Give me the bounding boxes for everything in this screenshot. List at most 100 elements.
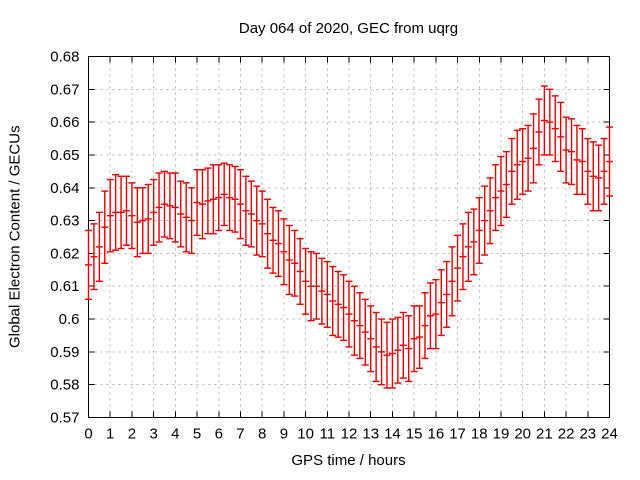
error-bar bbox=[139, 187, 147, 255]
x-tick-label: 6 bbox=[215, 426, 223, 443]
x-tick-label: 7 bbox=[236, 426, 244, 443]
error-bar bbox=[220, 162, 228, 227]
y-tick-label: 0.57 bbox=[50, 410, 79, 427]
error-bar bbox=[383, 321, 391, 389]
error-bar bbox=[253, 185, 261, 256]
error-bar bbox=[155, 172, 163, 243]
error-bar bbox=[443, 260, 451, 328]
error-bar bbox=[372, 311, 380, 383]
error-bar bbox=[231, 165, 239, 233]
error-bar bbox=[508, 137, 516, 205]
x-tick-label: 24 bbox=[601, 426, 618, 443]
error-bar bbox=[128, 182, 136, 250]
error-bar bbox=[394, 316, 402, 384]
error-bar bbox=[95, 211, 103, 283]
error-bar bbox=[568, 118, 576, 186]
error-bar bbox=[388, 318, 396, 389]
error-bar bbox=[242, 175, 250, 246]
x-tick-label: 15 bbox=[406, 426, 423, 443]
error-bar bbox=[307, 251, 315, 322]
error-bar bbox=[188, 187, 196, 255]
error-bar bbox=[122, 175, 130, 246]
x-tick-label: 22 bbox=[558, 426, 575, 443]
y-tick-label: 0.58 bbox=[50, 377, 79, 394]
y-tick-label: 0.6 bbox=[59, 311, 80, 328]
error-bar bbox=[264, 198, 272, 269]
error-bar bbox=[513, 129, 521, 200]
error-bar bbox=[334, 270, 342, 338]
error-bar bbox=[421, 292, 429, 360]
error-bar bbox=[530, 113, 538, 184]
x-tick-label: 12 bbox=[341, 426, 358, 443]
error-bar bbox=[378, 318, 386, 386]
error-bar bbox=[535, 98, 543, 166]
error-bar bbox=[540, 85, 548, 156]
x-tick-label: 16 bbox=[427, 426, 444, 443]
error-bar bbox=[416, 305, 424, 369]
error-bar bbox=[361, 298, 369, 366]
error-bar bbox=[274, 210, 282, 278]
x-tick-label: 5 bbox=[193, 426, 201, 443]
error-bar bbox=[600, 137, 608, 205]
error-bar bbox=[247, 180, 255, 248]
error-bar bbox=[573, 124, 581, 196]
y-tick-label: 0.66 bbox=[50, 114, 79, 131]
error-bar bbox=[182, 182, 190, 253]
error-bar bbox=[475, 196, 483, 264]
x-tick-label: 2 bbox=[128, 426, 136, 443]
error-bar bbox=[519, 127, 527, 196]
error-bar bbox=[470, 208, 478, 276]
x-tick-label: 21 bbox=[536, 426, 553, 443]
error-bar bbox=[481, 185, 489, 256]
error-bar bbox=[258, 190, 266, 258]
error-bar bbox=[90, 223, 98, 291]
error-bar bbox=[584, 137, 592, 205]
error-bar bbox=[497, 155, 505, 227]
x-tick-label: 19 bbox=[493, 426, 510, 443]
error-bar bbox=[171, 172, 179, 243]
x-tick-label: 3 bbox=[149, 426, 157, 443]
x-tick-label: 17 bbox=[449, 426, 466, 443]
error-bar bbox=[486, 177, 494, 245]
error-bar bbox=[236, 169, 244, 240]
error-bar bbox=[551, 95, 559, 163]
error-bar bbox=[177, 180, 185, 248]
x-tick-label: 18 bbox=[471, 426, 488, 443]
error-bar bbox=[557, 101, 565, 173]
x-tick-labels: 0 1 2 3 4 5 6 7 8 9 10 11 12 13 14 15 16 17 18 19 20 21 22 23 24 bbox=[84, 426, 618, 443]
x-tick-label: 20 bbox=[514, 426, 531, 443]
error-bar bbox=[85, 229, 92, 301]
x-tick-label: 13 bbox=[362, 426, 379, 443]
x-tick-label: 23 bbox=[579, 426, 596, 443]
y-tick-label: 0.63 bbox=[50, 213, 79, 230]
error-bar bbox=[367, 305, 375, 373]
x-tick-label: 0 bbox=[84, 426, 92, 443]
error-bar bbox=[269, 206, 277, 274]
error-bar bbox=[524, 124, 532, 192]
error-bar bbox=[459, 223, 467, 291]
error-bar bbox=[562, 116, 570, 184]
error-bar bbox=[492, 164, 500, 232]
error-bar bbox=[578, 127, 586, 196]
x-tick-label: 10 bbox=[297, 426, 314, 443]
error-bar bbox=[345, 280, 353, 348]
x-tick-label: 4 bbox=[171, 426, 179, 443]
error-bar bbox=[356, 292, 364, 360]
error-bar bbox=[589, 141, 597, 212]
y-tick-label: 0.67 bbox=[50, 81, 79, 98]
error-bar bbox=[302, 247, 310, 315]
x-axis-title: GPS time / hours bbox=[291, 452, 406, 469]
y-tick-label: 0.68 bbox=[50, 49, 79, 66]
error-bar bbox=[318, 257, 326, 325]
error-bar bbox=[502, 150, 510, 219]
y-tick-labels: 0.57 0.58 0.59 0.6 0.61 0.62 0.63 0.64 0.65 0.66 0… bbox=[50, 49, 79, 427]
error-bar-series bbox=[85, 85, 613, 389]
y-tick-label: 0.62 bbox=[50, 245, 79, 262]
error-bar bbox=[464, 211, 472, 283]
error-bar bbox=[296, 237, 304, 305]
error-bar bbox=[198, 169, 206, 240]
x-tick-label: 14 bbox=[384, 426, 401, 443]
y-tick-label: 0.59 bbox=[50, 344, 79, 361]
